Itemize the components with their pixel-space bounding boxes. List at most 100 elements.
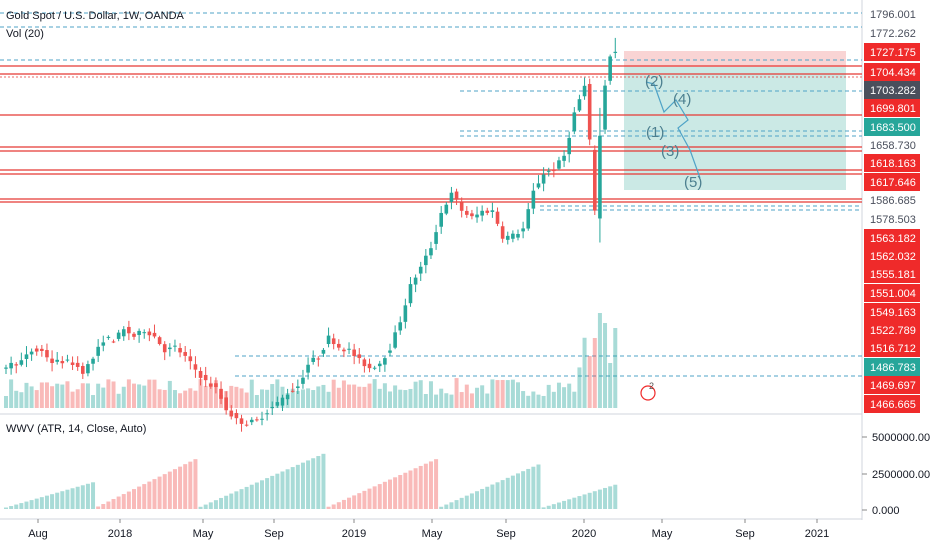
- volume-bar: [480, 385, 485, 408]
- candle-body: [352, 349, 356, 356]
- wwv-bar: [393, 477, 398, 509]
- candle-body: [413, 277, 418, 285]
- candle-body: [244, 424, 249, 426]
- volume-bar: [44, 382, 49, 408]
- wwv-bar: [50, 494, 55, 509]
- wwv-bar: [96, 506, 101, 509]
- candle-body: [572, 112, 577, 132]
- candle-body: [562, 155, 566, 161]
- time-axis-label: May: [422, 528, 443, 540]
- candle-body: [598, 135, 602, 219]
- volume-bar: [91, 395, 96, 408]
- volume-bar: [249, 379, 254, 408]
- wwv-bar: [167, 471, 172, 509]
- volume-bar: [428, 381, 433, 408]
- volume-bar: [65, 381, 70, 408]
- price-axis-label: 1683.500: [870, 122, 916, 134]
- volume-bar: [142, 385, 147, 408]
- wwv-bar: [265, 478, 270, 509]
- candle-body: [162, 344, 167, 353]
- wave-path: [645, 81, 701, 179]
- wwv-bar: [464, 495, 469, 509]
- price-axis-label: 1772.262: [870, 28, 916, 40]
- volume-bar: [449, 394, 454, 408]
- wwv-bar: [9, 506, 14, 509]
- candle-body: [383, 358, 387, 365]
- wwv-bar: [132, 489, 136, 509]
- candle-body: [296, 386, 300, 388]
- price-axis-label: 1549.163: [870, 307, 916, 319]
- price-axis-badge: [864, 247, 920, 265]
- volume-bar: [388, 391, 392, 408]
- wwv-bar: [178, 466, 183, 509]
- candle-body: [541, 174, 546, 184]
- candle-body: [434, 232, 438, 244]
- wwv-bar: [500, 480, 505, 509]
- candle-body: [552, 169, 556, 172]
- wwv-bar: [439, 506, 444, 509]
- wwv-bar: [290, 467, 295, 509]
- wwv-bar: [398, 475, 403, 509]
- price-axis-label: 1555.181: [870, 269, 916, 281]
- volume-bar: [326, 391, 331, 408]
- price-axis-label: 1522.789: [870, 325, 916, 337]
- wwv-bar: [311, 458, 316, 509]
- wwv-bar: [162, 474, 167, 509]
- volume-bar: [393, 385, 398, 408]
- price-axis-label: 1469.697: [870, 380, 916, 392]
- volume-bar: [510, 379, 515, 408]
- candle-body: [239, 418, 244, 424]
- candle-body: [132, 333, 136, 337]
- candle-body: [168, 347, 172, 350]
- wwv-bar: [19, 503, 24, 509]
- wwv-bar: [428, 461, 433, 509]
- volume-bar: [234, 386, 239, 408]
- indicator-axis: 5000000.00 2500000.00 0.000: [862, 432, 930, 517]
- wwv-bar: [403, 472, 408, 509]
- wwv-bar: [244, 486, 249, 509]
- candle-body: [408, 284, 413, 304]
- volume-bar: [121, 386, 126, 408]
- wwv-bar: [516, 473, 520, 509]
- volume-bar: [347, 384, 352, 408]
- volume-bar: [14, 390, 19, 408]
- wwv-bar: [316, 456, 321, 509]
- volume-bar: [608, 363, 613, 408]
- wwv-bar: [613, 484, 618, 509]
- volume-legend[interactable]: Vol (20): [6, 28, 44, 40]
- indicator-legend[interactable]: WWV (ATR, 14, Close, Auto): [6, 423, 147, 435]
- volume-bar: [9, 379, 14, 408]
- candle-body: [65, 359, 70, 361]
- volume-bar: [556, 382, 561, 408]
- candle-body: [224, 397, 228, 411]
- candle-body: [290, 390, 295, 392]
- wwv-bar: [592, 491, 597, 509]
- wwv-bar: [198, 506, 203, 509]
- indicator-axis-label: 0.000: [872, 505, 900, 517]
- volume-bar: [546, 384, 551, 408]
- volume-bar: [126, 379, 131, 408]
- wwv-bar: [526, 468, 531, 509]
- wwv-bar: [121, 494, 126, 509]
- candle-body: [29, 351, 34, 355]
- price-axis-badge: [864, 229, 920, 247]
- volume-bar: [357, 386, 362, 408]
- candle-body: [577, 99, 582, 111]
- wwv-bar: [34, 498, 39, 509]
- time-axis: Aug 2018 May Sep 2019 May Sep 2020 May Sep 2021: [28, 519, 829, 540]
- candle-body: [393, 332, 397, 348]
- volume-bar: [147, 379, 152, 408]
- wwv-bar: [254, 482, 259, 509]
- wwv-bar: [362, 490, 367, 509]
- candle-body: [372, 367, 377, 369]
- candle-body: [403, 305, 408, 322]
- volume-bars: [4, 313, 618, 408]
- symbol-legend[interactable]: Gold Spot / U.S. Dollar, 1W, OANDA: [6, 10, 184, 22]
- candle-body: [316, 358, 321, 360]
- price-axis-badge: [864, 395, 920, 413]
- candle-body: [96, 346, 100, 356]
- volume-bar: [551, 391, 556, 408]
- wwv-bar: [505, 477, 510, 509]
- candle-body: [137, 330, 141, 335]
